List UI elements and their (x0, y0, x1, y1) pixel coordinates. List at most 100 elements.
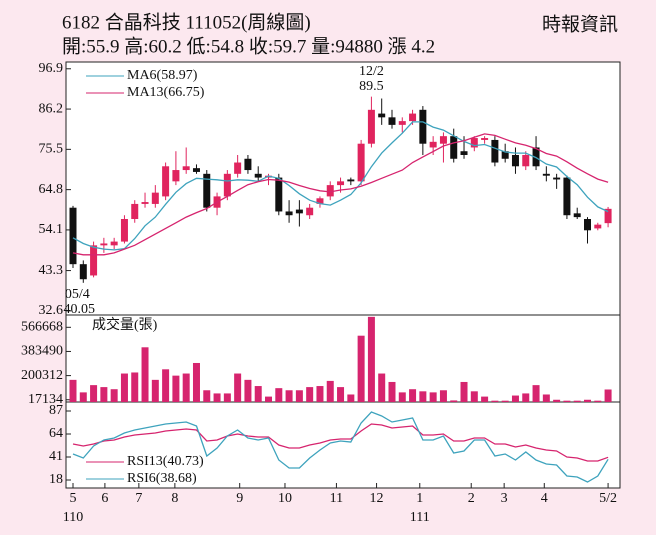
candle-body (481, 138, 489, 140)
volume-bar (244, 379, 252, 402)
candle-body (439, 136, 447, 144)
y-tick-label: 86.2 (39, 101, 64, 116)
volume-bar (285, 390, 293, 402)
x-tick-label: 10 (278, 491, 292, 506)
candle-body (120, 218, 128, 242)
volume-bar (378, 373, 386, 402)
candle-body (295, 209, 303, 214)
legend-label: MA6(58.97) (127, 68, 198, 83)
candle-body (542, 173, 550, 176)
volume-bar (192, 362, 200, 402)
candle-body (285, 211, 293, 216)
volume-bar (460, 381, 468, 402)
candle-body (90, 245, 98, 276)
volume-bar (419, 391, 427, 402)
volume-bar (326, 380, 334, 402)
volume-bar (90, 385, 98, 402)
series-line (72, 411, 609, 483)
candle-body (141, 202, 149, 204)
candle-body (254, 173, 262, 178)
y-tick-label: 96.9 (39, 61, 64, 76)
candle-body (244, 158, 252, 171)
volume-bar (234, 373, 242, 402)
candle-body (69, 207, 77, 265)
candle-body (491, 139, 499, 163)
candle-body (511, 154, 519, 167)
candle-body (594, 224, 602, 229)
volume-bar (563, 400, 571, 402)
candle-body (522, 154, 530, 167)
annotation-value: 89.5 (359, 79, 384, 94)
candle-body (234, 162, 242, 174)
x-tick-label: 3 (501, 491, 508, 506)
volume-bar (347, 394, 355, 402)
x-tick-label: 1 (416, 491, 423, 506)
volume-bar (254, 386, 262, 402)
volume-bar (110, 389, 118, 402)
volume-bar (316, 386, 324, 402)
volume-bar (131, 372, 139, 402)
candle-body (388, 117, 396, 125)
candle-body (378, 113, 386, 118)
volume-bar (100, 387, 108, 402)
volume-bar (429, 392, 437, 402)
volume-bar (439, 390, 447, 402)
y-tick-label: 200312 (21, 368, 63, 383)
legend-label: RSI6(38.68) (127, 471, 197, 486)
volume-bar (265, 396, 273, 402)
candle-body (398, 121, 406, 125)
candle-body (316, 198, 324, 204)
volume-bar (470, 391, 478, 402)
candle-body (501, 151, 509, 159)
candle-body (409, 113, 417, 122)
candle-body (326, 185, 334, 197)
volume-bar (295, 390, 303, 402)
candle-body (553, 177, 561, 180)
candle-body (151, 192, 159, 204)
series-line (72, 121, 609, 251)
volume-bar (522, 393, 530, 402)
summary: 開:55.9 高:60.2 低:54.8 收:59.7 量:94880 漲 4.… (62, 35, 435, 57)
volume-bar (409, 389, 417, 402)
volume-bar (172, 375, 180, 402)
volume-bar (141, 347, 149, 402)
annotation-value: 40.05 (64, 302, 96, 317)
volume-bar (398, 392, 406, 402)
candle-body (192, 168, 200, 172)
y-tick-label: 383490 (21, 344, 63, 359)
candle-body (110, 241, 118, 246)
volume-bar (511, 395, 519, 402)
y-tick-label: 17134 (28, 392, 63, 407)
volume-bar (306, 387, 314, 402)
plot-frame (65, 61, 621, 489)
y-tick-label: 18 (49, 472, 63, 487)
volume-bar (337, 387, 345, 402)
volume-bar (79, 392, 87, 402)
candle-body (131, 203, 139, 219)
candle-body (337, 181, 345, 186)
candle-body (203, 173, 211, 208)
volume-bar (604, 389, 612, 402)
legend-label: RSI13(40.73) (127, 454, 204, 469)
volume-bar (450, 400, 458, 402)
volume-bar (594, 400, 602, 402)
candle-body (100, 243, 108, 246)
y-tick-label: 64.8 (39, 182, 64, 197)
y-tick-label: 32.6 (39, 303, 64, 318)
candle-body (532, 147, 540, 167)
volume-bar (367, 316, 375, 402)
y-tick-label: 43.3 (39, 263, 64, 278)
x-tick-label: 8 (171, 491, 178, 506)
annotation: 05/4 (65, 287, 90, 302)
volume-bar (573, 400, 581, 402)
volume-bar (162, 369, 170, 402)
volume-bar (120, 373, 128, 402)
candle-body (79, 264, 87, 280)
volume-bar (182, 373, 190, 402)
x-tick-label: 7 (135, 491, 142, 506)
volume-bar (584, 399, 591, 402)
volume-bar (223, 393, 231, 402)
candle-body (563, 177, 571, 216)
candle-body (604, 208, 612, 224)
volume-bar (151, 379, 159, 402)
